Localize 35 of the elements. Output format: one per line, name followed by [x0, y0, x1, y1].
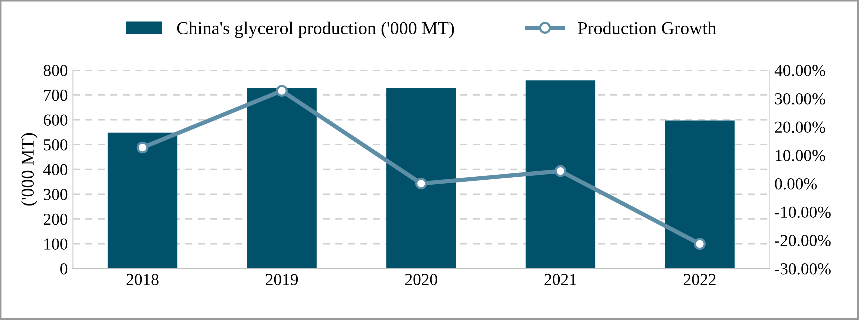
y2-tick-label: 30.00%	[775, 93, 826, 105]
y-tick-label: 400	[44, 164, 68, 176]
y2-tick-label: -20.00%	[775, 235, 831, 246]
bar	[526, 80, 596, 269]
y-tick-label: 200	[44, 214, 68, 226]
legend-label: China's glycerol production ('000 MT)	[177, 22, 454, 38]
x-tick-label: 2019	[266, 274, 298, 286]
bar	[665, 120, 735, 269]
y2-tick-label: 40.00%	[774, 65, 826, 76]
bar	[386, 88, 456, 269]
bar	[247, 88, 317, 269]
y2-tick-label: 20.00%	[775, 122, 826, 134]
bar	[108, 132, 178, 269]
y-tick-label: 600	[44, 114, 68, 126]
y-tick-label: 700	[44, 90, 68, 102]
y-tick-label: 0	[60, 264, 68, 275]
y-axis-title: ('000 MT)	[21, 133, 38, 206]
y-tick-label: 800	[44, 65, 68, 76]
y2-tick-label: 0.00%	[775, 178, 818, 190]
point	[415, 178, 428, 190]
x-tick-label: 2018	[126, 274, 159, 286]
point	[694, 238, 706, 250]
y2-tick-label: -10.00%	[775, 206, 831, 218]
y-tick-label: 100	[44, 238, 68, 250]
point	[554, 165, 567, 178]
x-tick-label: 2020	[405, 274, 438, 286]
legend-label: Production Growth	[578, 22, 716, 35]
point	[276, 85, 288, 97]
x-tick-label: 2021	[544, 274, 576, 286]
point	[136, 142, 149, 154]
y-tick-label: 300	[44, 189, 68, 200]
y2-tick-label: 10.00%	[776, 150, 826, 162]
y-tick-label: 500	[44, 140, 68, 151]
y2-tick-label: -30.00%	[775, 264, 831, 275]
x-tick-label: 2022	[684, 274, 716, 286]
